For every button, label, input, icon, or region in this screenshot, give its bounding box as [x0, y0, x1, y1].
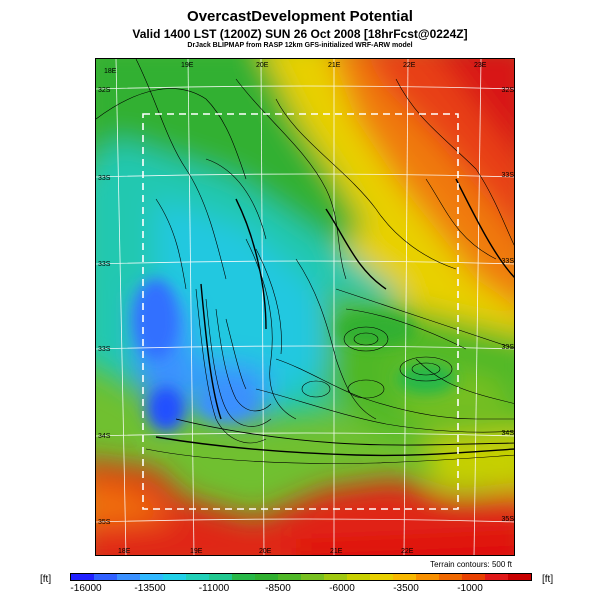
lat-label-right-1: 33S — [502, 172, 515, 179]
colorbar-swatch — [117, 574, 140, 580]
lon-label-top-2: 20E — [256, 62, 269, 69]
lat-label-left-0: 32S — [98, 87, 111, 94]
lat-label-right-3: 33S — [502, 344, 515, 351]
lat-label-left-3: 33S — [98, 346, 111, 353]
colorbar-swatch — [462, 574, 485, 580]
colorbar-swatch — [301, 574, 324, 580]
colorbar-unit-right: [ft] — [542, 574, 554, 585]
lon-label-top-0: 18E — [104, 68, 117, 75]
lat-label-right-5: 35S — [502, 516, 515, 523]
colorbar-swatch — [232, 574, 255, 580]
lon-label-bottom-3: 21E — [330, 548, 343, 555]
lon-label-bottom-1: 19E — [190, 548, 203, 555]
colorbar-swatch — [347, 574, 370, 580]
lon-label-bottom-0: 18E — [118, 548, 131, 555]
lon-label-top-1: 19E — [181, 62, 194, 69]
colorbar-swatch — [255, 574, 278, 580]
colorbar-swatch — [370, 574, 393, 580]
lon-label-top-5: 23E — [474, 62, 487, 69]
lat-label-left-4: 34S — [98, 433, 111, 440]
colorbar-swatch — [393, 574, 416, 580]
colorbar-swatch — [278, 574, 301, 580]
lat-lon-grid — [96, 59, 514, 555]
colorbar-swatch — [71, 574, 94, 580]
colorbar-tick-label: -3500 — [393, 583, 419, 594]
lat-label-left-5: 35S — [98, 519, 111, 526]
lat-label-right-0: 32S — [502, 87, 515, 94]
colorbar-swatch — [485, 574, 508, 580]
colorbar-tick-label: -8500 — [265, 583, 291, 594]
forecast-map-canvas: 18E 19E 20E 21E 22E 23E 18E 19E 20E 21E … — [96, 59, 515, 555]
colorbar-swatch — [186, 574, 209, 580]
colorbar-swatch — [140, 574, 163, 580]
lon-label-top-4: 22E — [403, 62, 416, 69]
colorbar-tick-label: -6000 — [329, 583, 355, 594]
colorbar-tick-label: -1000 — [457, 583, 483, 594]
colorbar-swatch — [508, 574, 531, 580]
colorbar-swatch — [94, 574, 117, 580]
terrain-contour-note: Terrain contours: 500 ft — [430, 560, 512, 569]
lat-label-left-1: 33S — [98, 175, 111, 182]
colorbar-swatch — [324, 574, 347, 580]
colorbar-swatch — [416, 574, 439, 580]
terrain-contours — [96, 59, 514, 464]
terrain-contours-bold — [200, 178, 514, 420]
lon-label-bottom-4: 22E — [401, 548, 414, 555]
lat-label-right-4: 34S — [502, 430, 515, 437]
lon-label-top-3: 21E — [328, 62, 341, 69]
colorbar-tick-label: -11000 — [198, 583, 230, 594]
map-subtitle: Valid 1400 LST (1200Z) SUN 26 Oct 2008 [… — [132, 27, 468, 41]
lat-label-right-2: 33S — [502, 258, 515, 265]
inner-domain-box — [142, 113, 459, 510]
colorbar — [70, 573, 532, 581]
lon-label-bottom-2: 20E — [259, 548, 272, 555]
forecast-map[interactable]: 18E 19E 20E 21E 22E 23E 18E 19E 20E 21E … — [95, 58, 515, 556]
map-title: OvercastDevelopment Potential — [187, 8, 413, 25]
colorbar-swatch — [439, 574, 462, 580]
colorbar-tick-label: -16000 — [70, 583, 102, 594]
colorbar-swatch — [209, 574, 232, 580]
colorbar-swatch — [163, 574, 186, 580]
colorbar-unit-left: [ft] — [40, 574, 52, 585]
map-credit: DrJack BLIPMAP from RASP 12km GFS-initia… — [187, 42, 413, 49]
lat-label-left-2: 33S — [98, 261, 111, 268]
colorbar-tick-label: -13500 — [134, 583, 166, 594]
